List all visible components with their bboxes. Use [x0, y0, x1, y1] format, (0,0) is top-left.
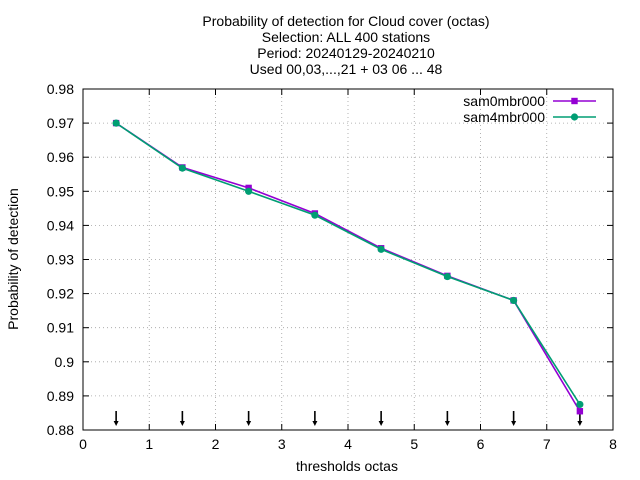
threshold-arrows — [113, 411, 583, 426]
x-tick-label: 6 — [477, 436, 485, 452]
title-line-1: Probability of detection for Cloud cover… — [202, 13, 489, 29]
y-axis-label: Probability of detection — [5, 188, 21, 330]
x-tick-label: 1 — [145, 436, 153, 452]
data-series — [112, 119, 584, 415]
x-tick-label: 5 — [410, 436, 418, 452]
data-point-sam0mbr000 — [576, 408, 584, 415]
x-tick-label: 8 — [609, 436, 617, 452]
data-point-sam4mbr000 — [576, 400, 584, 409]
data-point-sam4mbr000 — [245, 187, 253, 195]
threshold-arrow-head — [511, 421, 517, 426]
legend-marker-sam4mbr000 — [570, 113, 579, 121]
threshold-arrow-head — [179, 421, 185, 426]
y-tick-label: 0.95 — [47, 183, 74, 199]
x-tick-label: 0 — [79, 436, 87, 452]
threshold-arrow-head — [113, 421, 119, 426]
threshold-arrow-head — [577, 421, 583, 426]
title-line-3: Period: 20240129-20240210 — [257, 45, 435, 61]
title-line-4: Used 00,03,...,21 + 03 06 ... 48 — [250, 61, 443, 77]
axes — [82, 88, 614, 431]
x-axis-label: thresholds octas — [296, 458, 398, 474]
x-tick-label: 4 — [344, 436, 352, 452]
y-tick-label: 0.96 — [47, 149, 74, 165]
y-tick-label: 0.97 — [47, 115, 74, 131]
x-tick-label: 3 — [278, 436, 286, 452]
y-tick-label: 0.89 — [47, 388, 74, 404]
y-tick-label: 0.92 — [47, 286, 74, 302]
x-tick-label: 7 — [543, 436, 551, 452]
y-tick-label: 0.91 — [47, 320, 74, 336]
data-point-sam4mbr000 — [510, 296, 518, 305]
chart-title: Probability of detection for Cloud cover… — [202, 13, 489, 77]
legend-marker-sam0mbr000 — [571, 97, 578, 105]
y-tick-label: 0.9 — [55, 354, 75, 370]
y-tick-label: 0.98 — [47, 81, 74, 97]
x-tick-label: 2 — [212, 436, 220, 452]
data-point-sam4mbr000 — [377, 245, 385, 253]
data-point-sam4mbr000 — [112, 119, 120, 127]
y-tick-label: 0.88 — [47, 422, 74, 438]
tick-labels: 0 1 2 3 4 5 6 7 8 0.88 0.89 0.9 0.91 0.92 0.93 0.94 0.95… — [47, 81, 617, 452]
title-line-2: Selection: ALL 400 stations — [262, 29, 430, 45]
data-point-sam4mbr000 — [178, 164, 186, 172]
series-line-sam4mbr000 — [115, 122, 581, 405]
legend-label-sam4mbr000: sam4mbr000 — [463, 109, 545, 125]
y-tick-label: 0.94 — [47, 217, 74, 233]
threshold-arrow-head — [312, 421, 318, 426]
threshold-arrow-head — [378, 421, 384, 426]
threshold-arrow-head — [444, 421, 450, 426]
data-point-sam4mbr000 — [311, 211, 319, 219]
data-point-sam4mbr000 — [443, 272, 451, 281]
y-tick-label: 0.93 — [47, 252, 74, 268]
threshold-arrow-head — [246, 421, 252, 426]
grid-lines — [83, 89, 613, 430]
legend-label-sam0mbr000: sam0mbr000 — [463, 93, 545, 109]
